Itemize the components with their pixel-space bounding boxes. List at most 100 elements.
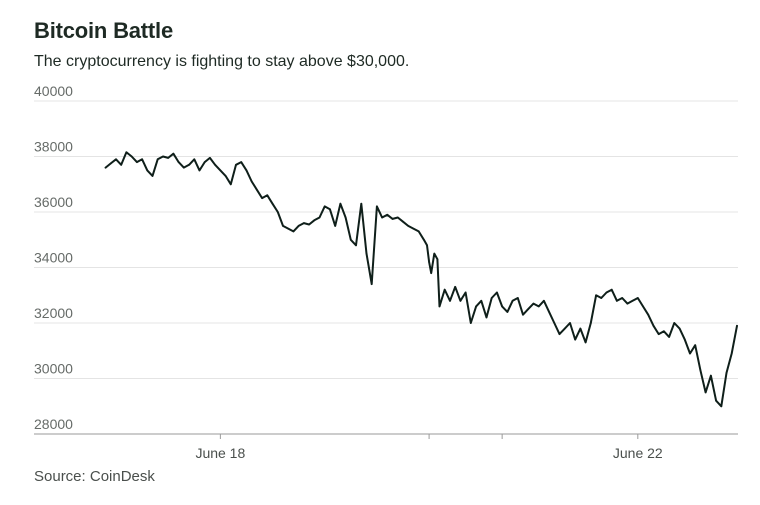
data-point — [730, 352, 733, 355]
data-point — [256, 189, 258, 191]
data-point — [183, 166, 185, 169]
data-point — [715, 399, 717, 402]
data-point — [214, 164, 216, 166]
data-point — [673, 322, 676, 324]
y-tick-label: 28000 — [34, 416, 73, 432]
data-point — [433, 252, 436, 255]
data-point — [266, 194, 269, 197]
x-tick-label: June 18 — [195, 445, 245, 461]
data-point — [276, 211, 279, 213]
y-tick-label: 32000 — [34, 305, 73, 321]
data-point — [381, 216, 383, 219]
y-tick-label: 38000 — [34, 139, 73, 155]
data-point — [590, 322, 592, 324]
data-point — [355, 244, 357, 247]
data-point — [318, 216, 321, 219]
data-point — [344, 216, 347, 219]
data-point — [558, 333, 561, 335]
data-point — [235, 164, 237, 166]
y-tick-label: 30000 — [34, 361, 73, 377]
data-point — [683, 338, 686, 341]
data-point — [412, 227, 415, 230]
data-point — [464, 291, 467, 294]
data-point — [475, 305, 477, 308]
data-point — [250, 180, 253, 183]
data-point — [209, 157, 211, 159]
data-point — [689, 352, 691, 355]
data-point — [642, 305, 644, 308]
data-point — [470, 322, 472, 324]
data-point — [329, 208, 331, 211]
data-point — [678, 327, 681, 330]
data-point — [297, 225, 300, 227]
data-point — [522, 313, 524, 316]
data-point — [436, 258, 439, 260]
data-point — [125, 151, 128, 154]
data-point — [396, 216, 399, 219]
data-point — [376, 205, 378, 208]
data-point — [203, 161, 206, 163]
data-point — [162, 155, 164, 158]
x-tick-label: June 22 — [613, 445, 663, 461]
data-point — [224, 175, 227, 177]
data-point — [579, 327, 582, 330]
data-point — [426, 244, 428, 247]
data-point — [120, 164, 123, 166]
data-point — [386, 213, 389, 216]
data-point — [449, 300, 451, 302]
data-point — [167, 157, 169, 159]
data-point — [245, 169, 248, 172]
data-point — [553, 322, 556, 324]
data-point — [151, 175, 154, 177]
data-point — [563, 327, 566, 330]
data-point — [647, 313, 650, 316]
data-point — [506, 311, 509, 313]
data-point — [365, 252, 368, 255]
data-point — [663, 330, 665, 333]
data-point — [438, 305, 441, 308]
data-point — [480, 300, 483, 302]
data-point — [694, 344, 697, 347]
data-point — [543, 300, 545, 302]
data-point — [287, 227, 290, 230]
data-point — [402, 220, 404, 223]
y-tick-label: 36000 — [34, 194, 73, 210]
data-point — [303, 222, 305, 224]
data-point — [637, 297, 639, 299]
data-point — [584, 341, 587, 344]
chart-title: Bitcoin Battle — [34, 18, 173, 43]
data-point — [443, 288, 446, 291]
data-point — [616, 300, 618, 302]
data-point — [511, 300, 514, 302]
data-point — [334, 225, 336, 227]
data-point — [527, 308, 530, 310]
data-point — [177, 161, 180, 163]
data-point — [172, 152, 175, 155]
data-point — [156, 158, 159, 161]
y-tick-label: 40000 — [34, 83, 73, 99]
data-point — [532, 302, 535, 305]
data-point — [699, 369, 702, 371]
data-point — [720, 405, 723, 408]
data-point — [350, 238, 352, 241]
data-point — [198, 169, 201, 172]
data-point — [193, 158, 196, 161]
data-point — [230, 183, 232, 186]
data-point — [430, 272, 432, 274]
data-point — [459, 300, 462, 302]
data-point — [496, 291, 498, 294]
data-point — [261, 197, 263, 199]
data-point — [657, 333, 660, 335]
data-point — [621, 297, 623, 299]
data-point — [725, 372, 728, 374]
data-point — [370, 283, 373, 285]
data-point — [485, 316, 488, 319]
data-point — [136, 161, 138, 163]
data-point — [626, 302, 629, 305]
data-point — [130, 155, 133, 158]
data-point — [407, 225, 410, 227]
data-point — [323, 205, 326, 208]
data-point — [313, 219, 316, 222]
data-point — [428, 261, 430, 263]
data-point — [391, 218, 394, 220]
